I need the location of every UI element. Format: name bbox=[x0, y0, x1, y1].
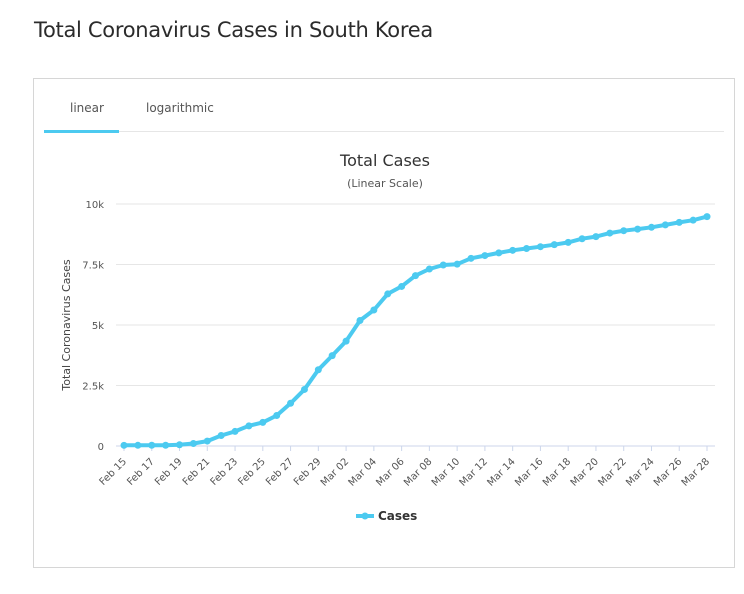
chart-subtitle: (Linear Scale) bbox=[347, 177, 423, 190]
x-tick-label: Mar 04 bbox=[347, 456, 379, 488]
data-point[interactable] bbox=[287, 399, 295, 407]
x-tick-label: Feb 25 bbox=[236, 456, 268, 488]
gridlines bbox=[116, 203, 715, 447]
data-point[interactable] bbox=[412, 272, 419, 280]
data-point[interactable] bbox=[203, 437, 211, 445]
y-tick-label: 10k bbox=[85, 200, 104, 211]
data-point[interactable] bbox=[509, 246, 517, 254]
data-point[interactable] bbox=[162, 441, 170, 449]
y-tick-label: 2.5k bbox=[82, 382, 104, 393]
x-tick-label: Mar 10 bbox=[430, 456, 462, 488]
data-point[interactable] bbox=[217, 432, 225, 440]
x-tick-label: Feb 15 bbox=[98, 456, 130, 488]
data-point[interactable] bbox=[300, 385, 308, 393]
legend-label-cases[interactable]: Cases bbox=[378, 509, 417, 523]
legend[interactable]: Cases bbox=[356, 509, 417, 523]
x-tick-label: Feb 19 bbox=[153, 456, 185, 488]
data-point[interactable] bbox=[634, 225, 642, 233]
chart-panel: linear logarithmic bbox=[33, 78, 735, 568]
data-point[interactable] bbox=[120, 441, 128, 449]
x-tick-label: Mar 08 bbox=[402, 456, 434, 488]
data-point[interactable] bbox=[550, 241, 558, 249]
data-point[interactable] bbox=[647, 223, 655, 231]
page-title: Total Coronavirus Cases in South Korea bbox=[34, 18, 433, 42]
data-point[interactable] bbox=[342, 337, 350, 345]
y-tick-label: 5k bbox=[92, 321, 104, 332]
data-point[interactable] bbox=[314, 366, 322, 374]
data-point[interactable] bbox=[467, 254, 475, 262]
x-tick-label: Mar 12 bbox=[458, 456, 490, 488]
data-point[interactable] bbox=[481, 252, 489, 260]
data-point[interactable] bbox=[356, 316, 364, 324]
data-point[interactable] bbox=[661, 221, 669, 229]
y-axis-label: Total Coronavirus Cases bbox=[60, 259, 73, 392]
series-points-cases bbox=[120, 213, 711, 449]
data-point[interactable] bbox=[606, 229, 614, 237]
y-tick-label: 7.5k bbox=[82, 261, 104, 272]
data-point[interactable] bbox=[189, 439, 197, 447]
series-line-cases bbox=[122, 214, 709, 448]
data-point[interactable] bbox=[273, 411, 281, 419]
legend-swatch-dot bbox=[361, 512, 369, 520]
data-point[interactable] bbox=[523, 244, 531, 252]
data-point[interactable] bbox=[536, 243, 544, 251]
x-tick-label: Mar 22 bbox=[596, 456, 628, 488]
data-point[interactable] bbox=[231, 427, 239, 435]
x-tick-label: Feb 23 bbox=[209, 456, 241, 488]
data-point[interactable] bbox=[453, 260, 461, 268]
data-point[interactable] bbox=[425, 265, 433, 273]
tab-linear[interactable]: linear bbox=[70, 101, 104, 115]
x-tick-label: Feb 29 bbox=[292, 456, 324, 488]
data-point[interactable] bbox=[620, 227, 628, 235]
data-point[interactable] bbox=[703, 213, 711, 221]
x-tick-label: Mar 14 bbox=[485, 456, 517, 488]
x-tick-label: Mar 28 bbox=[680, 456, 712, 488]
chart-title: Total Cases bbox=[339, 151, 430, 170]
data-point[interactable] bbox=[176, 441, 184, 449]
x-tick-label: Feb 27 bbox=[264, 456, 296, 488]
data-point[interactable] bbox=[675, 218, 683, 226]
data-point[interactable] bbox=[578, 235, 586, 243]
data-point[interactable] bbox=[134, 441, 142, 449]
x-tick-label: Mar 26 bbox=[652, 456, 684, 488]
data-point[interactable] bbox=[328, 352, 336, 360]
data-point[interactable] bbox=[439, 261, 447, 269]
data-point[interactable] bbox=[245, 422, 253, 430]
data-point[interactable] bbox=[689, 216, 697, 224]
x-tick-label: Mar 16 bbox=[513, 456, 545, 488]
data-point[interactable] bbox=[259, 418, 267, 426]
x-tick-label: Mar 24 bbox=[624, 456, 656, 488]
data-point[interactable] bbox=[384, 290, 392, 298]
x-tick-label: Mar 18 bbox=[541, 456, 573, 488]
data-point[interactable] bbox=[564, 238, 572, 246]
x-tick-label: Feb 17 bbox=[125, 456, 157, 488]
x-tick-label: Mar 06 bbox=[374, 456, 406, 488]
y-axis-ticks: 0 2.5k 5k 7.5k 10k bbox=[82, 200, 104, 453]
x-tick-label: Mar 20 bbox=[569, 456, 601, 488]
x-tick-label: Mar 02 bbox=[319, 456, 351, 488]
scale-tabs: linear logarithmic bbox=[44, 93, 724, 133]
data-point[interactable] bbox=[592, 233, 600, 241]
x-tick-label: Feb 21 bbox=[181, 456, 213, 488]
data-point[interactable] bbox=[398, 282, 406, 290]
tab-logarithmic[interactable]: logarithmic bbox=[146, 101, 214, 115]
y-tick-label: 0 bbox=[98, 442, 104, 453]
data-point[interactable] bbox=[370, 306, 378, 314]
active-tab-indicator bbox=[44, 130, 119, 133]
data-point[interactable] bbox=[495, 249, 503, 257]
data-point[interactable] bbox=[148, 441, 156, 449]
